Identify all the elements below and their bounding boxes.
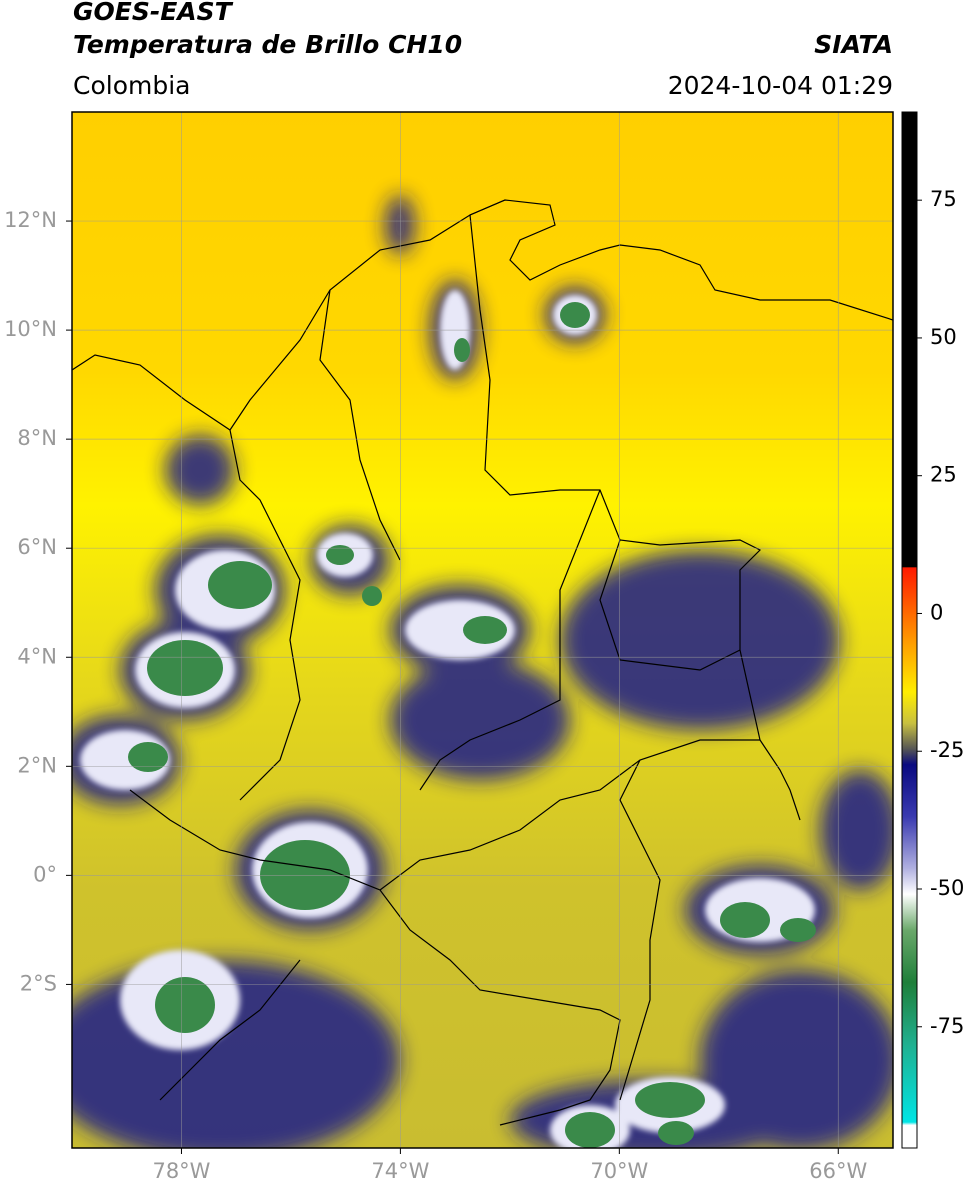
colorbar-tick-label: 75 — [930, 187, 957, 211]
grid — [72, 112, 893, 1148]
map-image — [72, 112, 893, 1148]
colorbar-tick-label: 0 — [930, 600, 943, 624]
y-tick-label: 12°N — [4, 208, 57, 232]
colorbar-tick-label: 50 — [930, 325, 957, 349]
y-tick-label: 8°N — [17, 426, 57, 450]
colorbar-tick-label: -50 — [930, 876, 964, 900]
x-tick-label: 74°W — [371, 1159, 429, 1183]
colorbar — [901, 111, 918, 1149]
y-tick-label: 2°N — [17, 753, 57, 777]
x-tick-label: 70°W — [590, 1159, 648, 1183]
region: Colombia — [73, 71, 190, 100]
colorbar-tick-label: -25 — [930, 738, 964, 762]
datetime: 2024-10-04 01:29 — [668, 71, 893, 100]
title: GOES-EAST — [73, 0, 234, 26]
x-tick-label: 66°W — [809, 1159, 867, 1183]
y-tick-label: 2°S — [20, 971, 57, 995]
y-tick-label: 10°N — [4, 317, 57, 341]
y-tick-label: 0° — [33, 862, 57, 886]
y-tick-label: 4°N — [17, 644, 57, 668]
colorbar-tick-label: -75 — [930, 1014, 964, 1038]
x-tick-label: 78°W — [152, 1159, 210, 1183]
source: SIATA — [814, 30, 893, 59]
y-tick-label: 6°N — [17, 535, 57, 559]
subtitle: Temperatura de Brillo CH10 — [73, 30, 462, 59]
map-frame — [71, 111, 894, 1149]
colorbar-tick-label: 25 — [930, 463, 957, 487]
